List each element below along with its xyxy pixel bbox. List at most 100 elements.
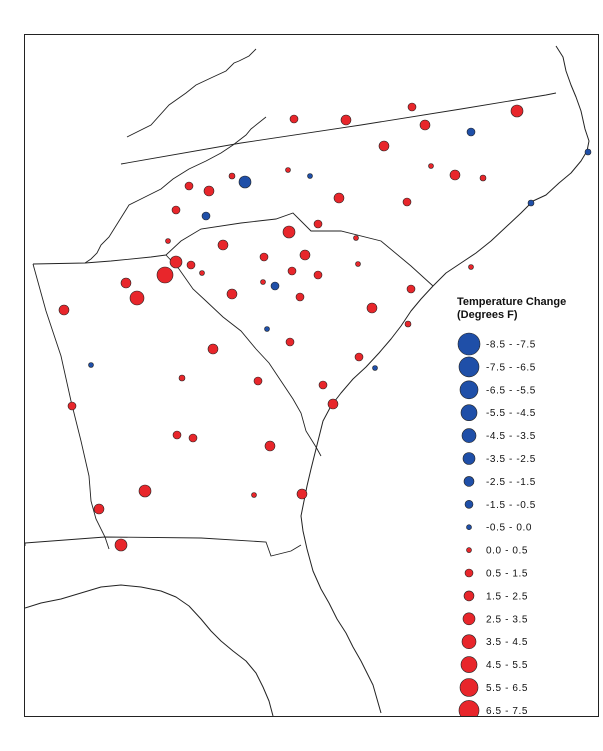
legend-label: 6.5 - 7.5 — [486, 706, 528, 716]
atlantic-coast — [300, 45, 590, 714]
station-marker — [217, 239, 229, 251]
tn-nc-border — [84, 116, 267, 264]
station-marker — [156, 266, 174, 284]
station-marker — [238, 175, 252, 189]
legend-label: -0.5 - 0.0 — [486, 523, 532, 534]
station-marker — [270, 281, 280, 291]
legend-swatch — [460, 656, 478, 673]
station-marker — [264, 440, 276, 452]
station-marker — [120, 277, 132, 289]
station-marker — [207, 343, 219, 355]
station-marker — [228, 172, 236, 180]
station-marker — [264, 326, 270, 332]
station-marker — [407, 102, 417, 112]
station-marker — [527, 199, 535, 207]
tn-ga-border — [32, 254, 167, 265]
station-marker — [404, 320, 412, 328]
station-marker — [372, 365, 378, 371]
station-marker — [468, 264, 474, 270]
legend-label: -6.5 - -5.5 — [486, 385, 536, 396]
station-marker — [285, 167, 291, 173]
legend-swatch — [466, 524, 472, 531]
legend-label: -7.5 - -6.5 — [486, 362, 536, 373]
station-marker — [378, 140, 390, 152]
station-marker — [299, 249, 311, 261]
station-marker — [287, 266, 297, 276]
station-marker — [67, 401, 77, 411]
legend-title: Temperature Change — [457, 296, 566, 308]
station-marker — [259, 252, 269, 262]
legend-label: 1.5 - 2.5 — [486, 591, 528, 602]
station-marker — [402, 197, 412, 207]
station-marker — [186, 260, 196, 270]
legend-swatch — [458, 356, 480, 378]
station-marker — [295, 292, 305, 302]
station-marker — [203, 185, 215, 197]
station-marker — [307, 173, 313, 179]
legend-label: -5.5 - -4.5 — [486, 408, 536, 419]
station-marker — [584, 148, 592, 156]
station-marker — [188, 433, 198, 443]
station-markers — [58, 102, 592, 552]
station-marker — [289, 114, 299, 124]
station-marker — [354, 352, 364, 362]
legend-swatch — [459, 380, 479, 400]
legend-swatch — [463, 590, 475, 602]
legend-subtitle: (Degrees F) — [457, 309, 518, 321]
station-marker — [129, 290, 145, 306]
legend-swatch — [461, 634, 477, 650]
legend-swatch — [466, 547, 472, 553]
station-marker — [285, 337, 295, 347]
station-marker — [296, 488, 308, 500]
station-marker — [184, 181, 194, 191]
station-marker — [355, 261, 361, 267]
station-marker — [313, 219, 323, 229]
legend-label: 2.5 - 3.5 — [486, 614, 528, 625]
station-marker — [479, 174, 487, 182]
station-marker — [313, 270, 323, 280]
station-marker — [58, 304, 70, 316]
fl-ga-border — [25, 536, 302, 557]
station-marker — [251, 492, 257, 498]
gulf-coast — [25, 584, 274, 716]
station-marker — [449, 169, 461, 181]
station-marker — [428, 163, 434, 169]
legend-swatch — [459, 678, 479, 697]
legend-swatch — [462, 452, 476, 465]
legend-label: -8.5 - -7.5 — [486, 340, 536, 351]
station-marker — [171, 205, 181, 215]
station-marker — [282, 225, 296, 239]
wv-va-border — [238, 48, 257, 62]
legend-swatch — [464, 568, 474, 578]
legend-label: 5.5 - 6.5 — [486, 683, 528, 694]
station-marker — [165, 238, 171, 244]
legend-label: 0.0 - 0.5 — [486, 546, 528, 557]
nc-sc-border — [165, 212, 434, 287]
legend-label: 0.5 - 1.5 — [486, 569, 528, 580]
station-marker — [93, 503, 105, 515]
station-marker — [199, 270, 205, 276]
station-marker — [510, 104, 524, 118]
station-marker — [172, 430, 182, 440]
station-marker — [178, 374, 186, 382]
legend-swatch — [460, 404, 478, 422]
map-canvas: Temperature Change (Degrees F) -8.5 - -7… — [25, 45, 592, 716]
station-marker — [340, 114, 352, 126]
legend-swatch — [457, 332, 481, 356]
station-marker — [466, 127, 476, 137]
legend-entries: -8.5 - -7.5 -7.5 - -6.5 -6.5 - -5.5 -5.5 - … — [457, 332, 536, 716]
station-marker — [169, 255, 183, 269]
station-marker — [406, 284, 416, 294]
legend-label: -4.5 - -3.5 — [486, 431, 536, 442]
ky-va-border — [126, 60, 240, 138]
station-marker — [88, 362, 94, 368]
legend-label: 3.5 - 4.5 — [486, 637, 528, 648]
state-boundaries — [25, 48, 557, 557]
legend-swatch — [461, 428, 477, 443]
station-marker — [318, 380, 328, 390]
station-marker — [138, 484, 152, 498]
legend-label: -3.5 - -2.5 — [486, 454, 536, 465]
legend-swatch — [463, 476, 475, 487]
station-marker — [226, 288, 238, 300]
legend-label: -2.5 - -1.5 — [486, 477, 536, 488]
